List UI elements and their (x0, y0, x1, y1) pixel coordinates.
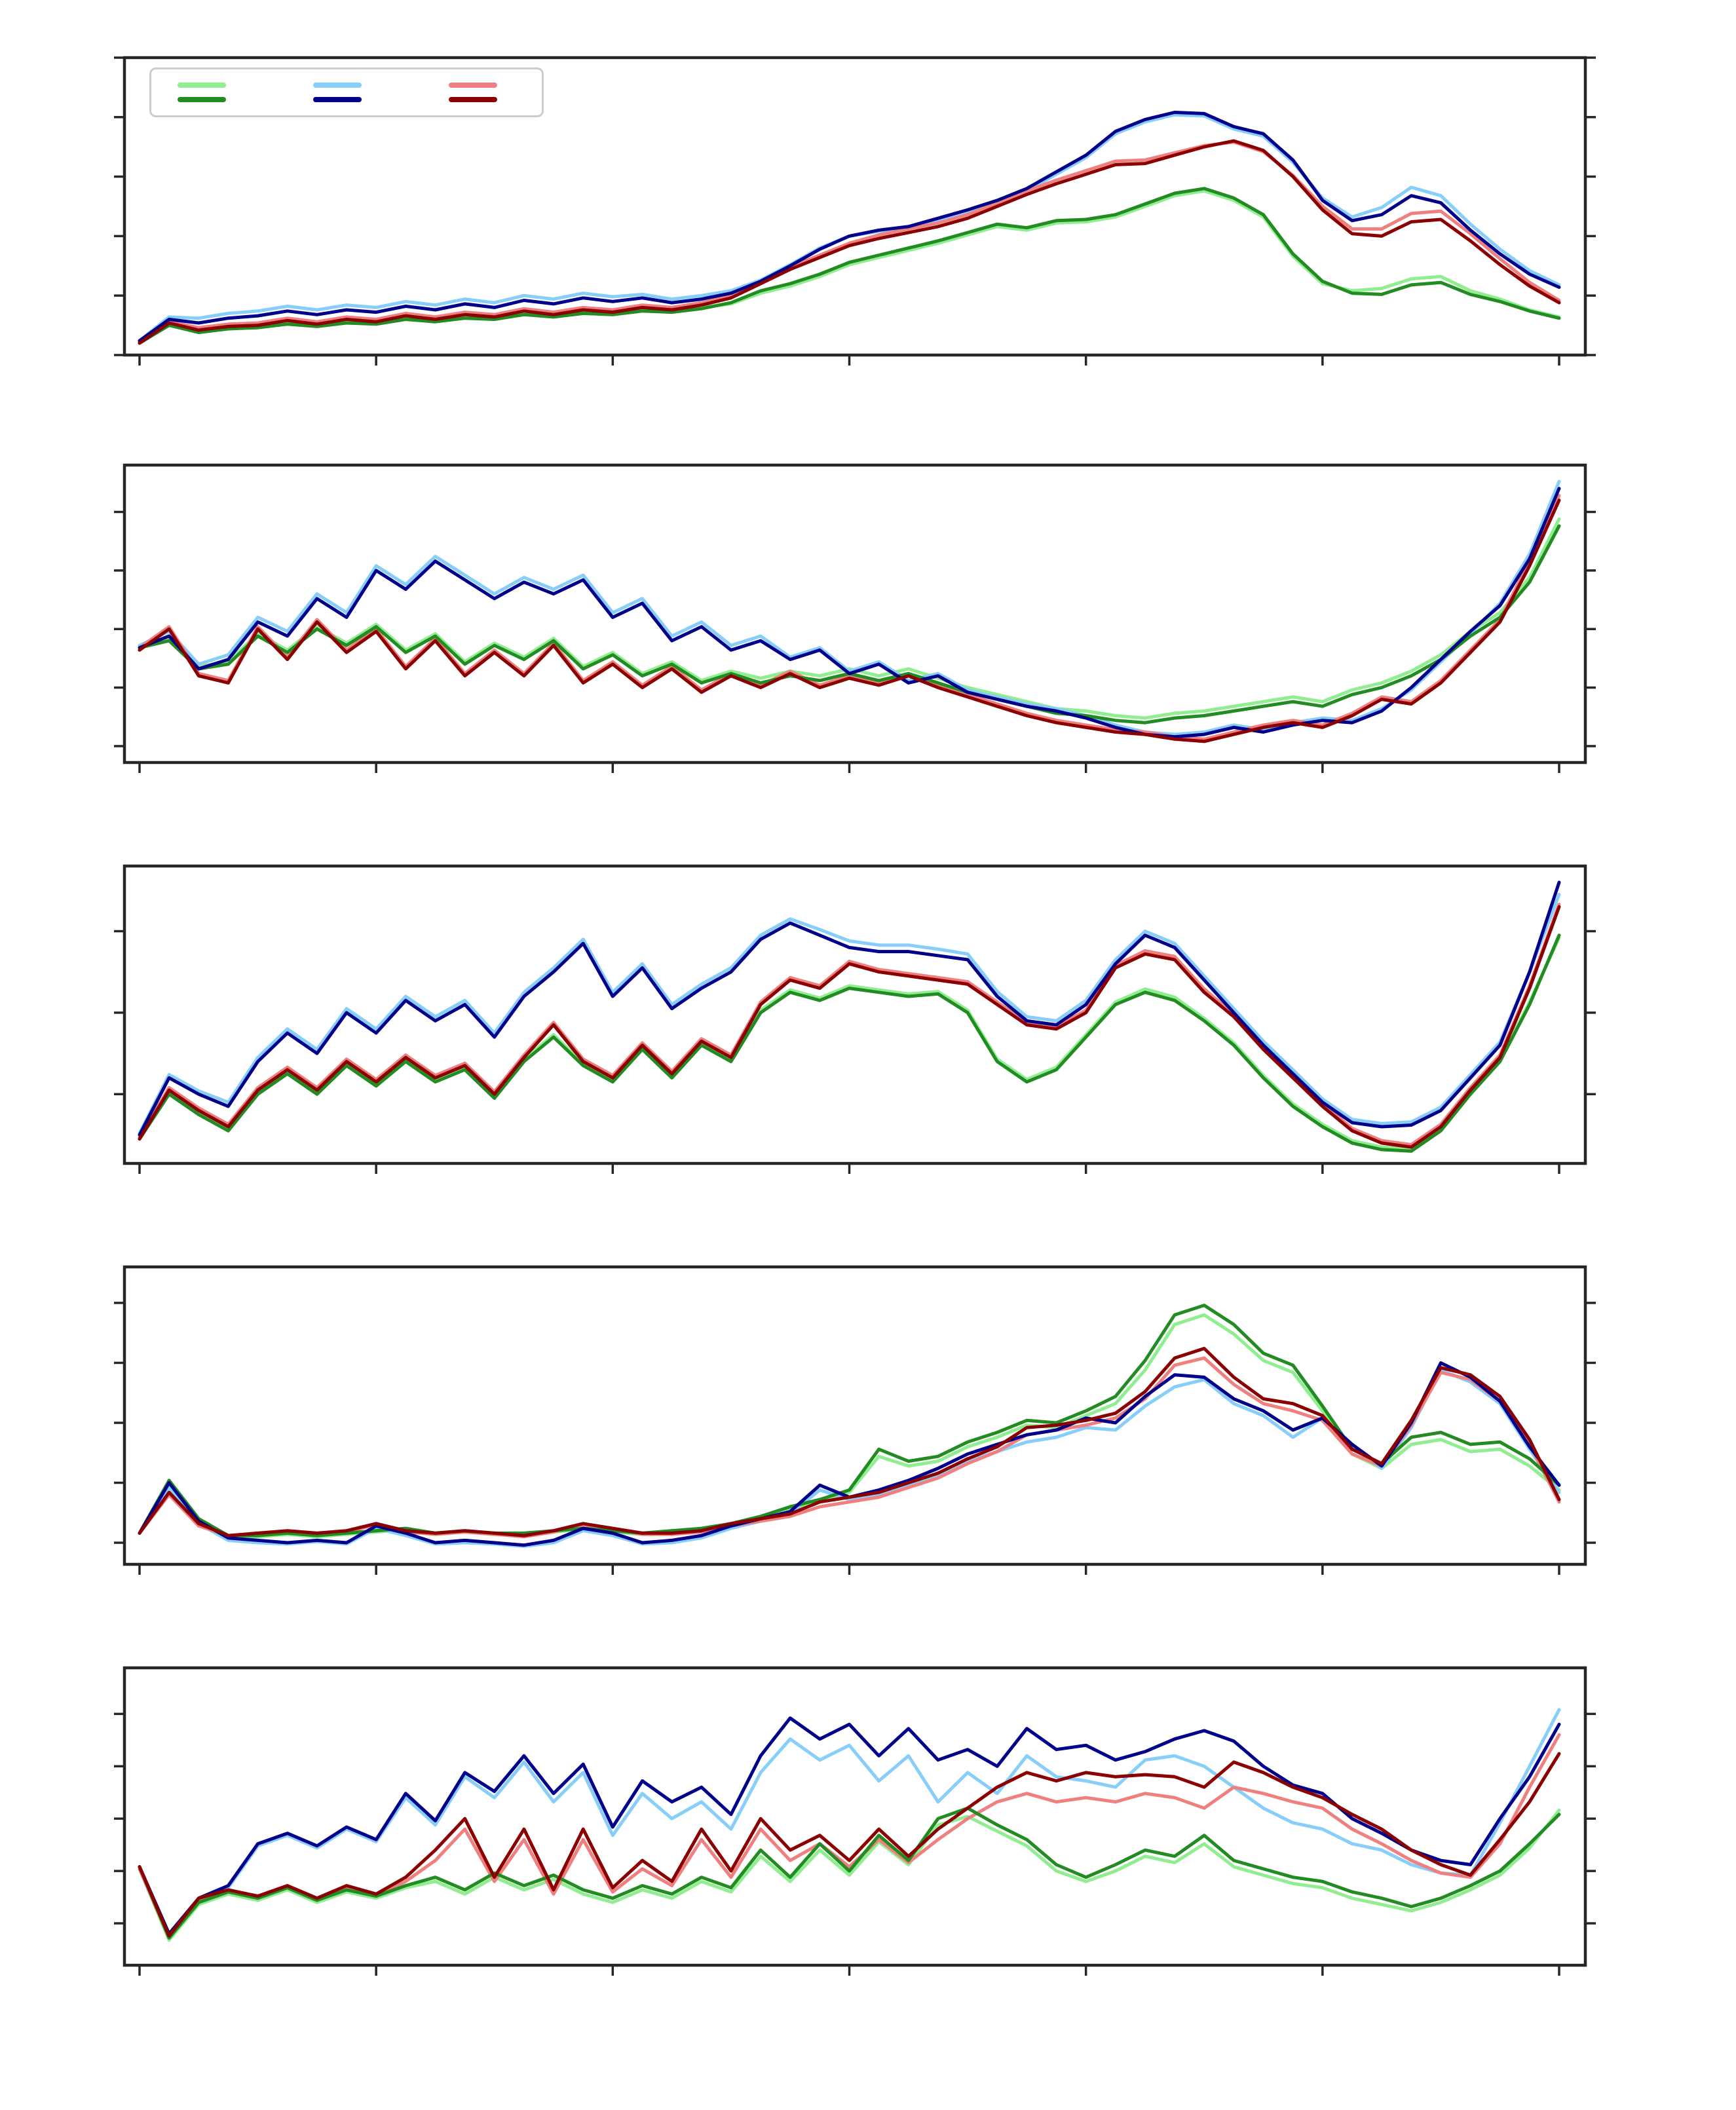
panel-a-line-offline-gls (138, 187, 1561, 345)
x-axis-title (124, 2065, 1585, 2104)
legend-swatch-online-my25 (449, 83, 497, 88)
panel-c (114, 864, 1596, 1174)
panel-c-line-offline-gls (138, 933, 1561, 1153)
legend-item-offline-lmd (313, 97, 380, 102)
legend (149, 67, 544, 117)
legend-item-online-gls (178, 83, 244, 88)
panel-b-line-offline-lmd (138, 487, 1561, 739)
panel-d-line-online-my25 (138, 1356, 1561, 1539)
panel-c-line-online-lmd (138, 893, 1561, 1135)
legend-item-offline-gls (178, 97, 244, 102)
panel-d-line-online-lmd (138, 1368, 1561, 1548)
legend-item-online-my25 (449, 83, 516, 88)
panel-e-axes-box (123, 1666, 1587, 1967)
panel-c-line-offline-my25 (138, 905, 1561, 1149)
legend-swatch-offline-gls (178, 97, 226, 102)
legend-swatch-offline-my25 (449, 97, 497, 102)
panel-a-line-online-my25 (138, 140, 1561, 344)
panel-e-line-online-gls (138, 1808, 1561, 1942)
panel-a-line-offline-lmd (138, 111, 1561, 343)
panel-d-line-offline-lmd (138, 1361, 1561, 1547)
panel-b-axes-box (123, 463, 1587, 764)
panel-e-line-offline-gls (138, 1806, 1561, 1940)
panel-c-axes-box (123, 864, 1587, 1165)
panel-e-line-offline-lmd (138, 1716, 1561, 1936)
panel-e (114, 1666, 1596, 1976)
panel-a (114, 56, 1596, 366)
panel-a-axes-box (123, 56, 1587, 357)
panel-a-line-offline-my25 (138, 139, 1561, 345)
panel-d (114, 1265, 1596, 1575)
panel-d-axes-box (123, 1265, 1587, 1566)
panel-d-line-offline-gls (138, 1304, 1561, 1537)
legend-swatch-online-gls (178, 83, 226, 88)
panel-b (114, 463, 1596, 773)
legend-swatch-offline-lmd (313, 97, 362, 102)
legend-item-online-lmd (313, 83, 380, 88)
panel-c-line-offline-lmd (138, 880, 1561, 1137)
panel-e-line-online-lmd (138, 1708, 1561, 1938)
panel-b-line-online-lmd (138, 480, 1561, 736)
panel-b-line-online-my25 (138, 494, 1561, 741)
legend-swatch-online-lmd (313, 83, 362, 88)
panel-b-line-online-gls (138, 517, 1561, 720)
panel-b-line-offline-my25 (138, 499, 1561, 744)
panel-e-line-online-my25 (138, 1733, 1561, 1940)
panel-d-line-offline-my25 (138, 1347, 1561, 1537)
legend-item-offline-my25 (449, 97, 516, 102)
panel-e-line-offline-my25 (138, 1752, 1561, 1938)
